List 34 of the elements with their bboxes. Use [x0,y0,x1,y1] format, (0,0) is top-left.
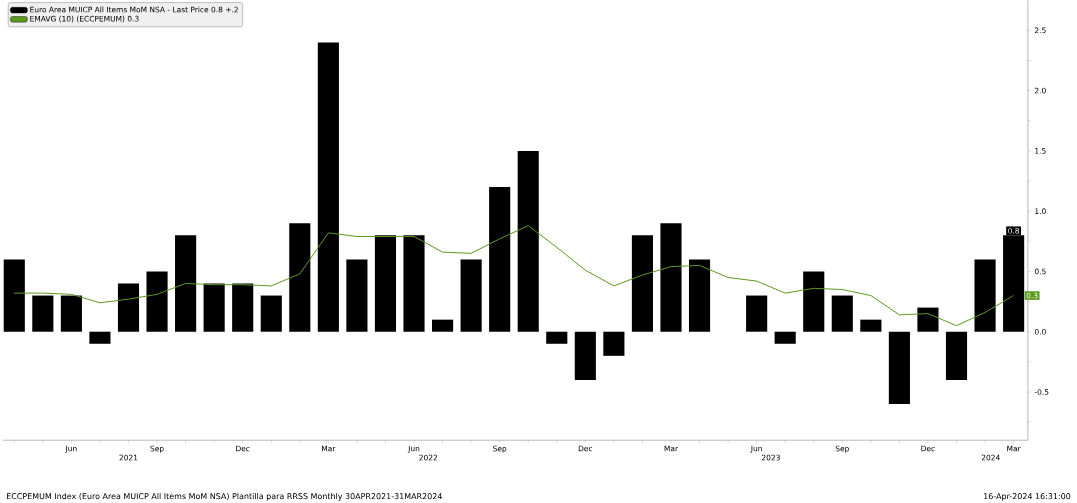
bar [60,295,82,332]
bar [860,319,882,332]
bar [746,295,768,332]
bar [232,283,254,332]
bar [146,271,168,332]
bar [3,259,25,332]
bar [117,283,140,332]
bar [260,295,282,332]
bar [803,271,825,332]
bar [945,331,968,380]
bar [831,295,853,332]
bar [603,331,625,356]
bar [203,283,225,332]
bar [688,259,711,332]
bar [346,259,368,332]
bar [774,331,796,344]
bar [974,259,996,332]
bar [631,235,653,332]
bar [432,319,454,332]
bar [374,235,397,332]
bar [89,331,111,344]
bar [317,42,339,332]
bar [460,259,482,332]
bar [517,150,539,332]
bar [403,235,425,332]
bar [917,307,939,332]
bar [574,331,596,380]
bar [660,223,682,332]
bar [489,187,511,332]
bar [289,223,311,332]
bar [546,331,568,344]
bar [32,295,54,332]
bar [888,331,910,405]
bar [175,235,197,332]
